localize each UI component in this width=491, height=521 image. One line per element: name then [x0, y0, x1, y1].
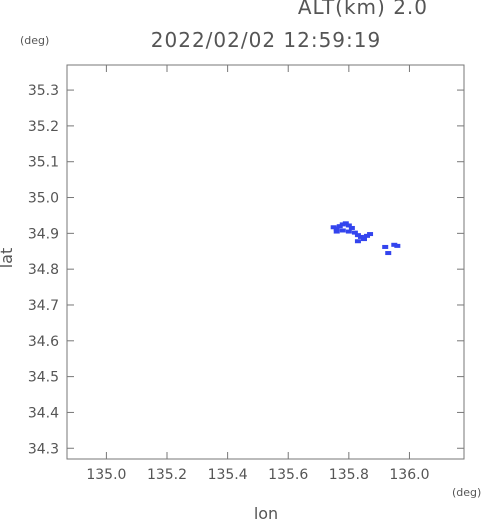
echo-point: [391, 242, 398, 247]
y-tick-label: 34.9: [28, 226, 59, 242]
echo-point: [348, 225, 355, 230]
x-tick-label: 135.2: [147, 467, 187, 483]
y-tick-label: 35.1: [28, 155, 59, 171]
echo-point: [382, 244, 389, 249]
echo-point: [333, 226, 340, 231]
y-tick-label: 34.6: [28, 334, 59, 350]
altitude-label: ALT(km) 2.0: [298, 0, 428, 19]
plot-area: [66, 64, 465, 460]
echo-point: [360, 237, 367, 242]
y-tick-labels: 34.3 34.4 34.5 34.6 34.7 34.8 34.9 35.0 35.1 35.2…: [28, 83, 59, 457]
x-tick-label: 135.6: [268, 467, 308, 483]
y-tick-label: 34.4: [28, 405, 59, 421]
echo-point: [336, 224, 343, 229]
echo-point: [345, 229, 352, 234]
y-tick-label: 34.7: [28, 298, 59, 314]
echo-point: [342, 221, 349, 226]
echo-point: [394, 243, 401, 248]
echo-point: [364, 233, 371, 238]
y-axis-title: lat: [0, 248, 16, 269]
echo-point: [345, 223, 352, 228]
echo-point: [330, 225, 337, 230]
chart-title: 2022/02/02 12:59:19: [151, 28, 381, 52]
echo-point: [357, 234, 364, 239]
echo-points: [330, 221, 401, 256]
y-unit-label: (deg): [20, 34, 49, 47]
echo-point: [367, 232, 374, 237]
x-tick-labels: 135.0 135.2 135.4 135.6 135.8 136.0: [86, 467, 429, 483]
x-tick-label: 135.4: [208, 467, 248, 483]
y-tick-label: 34.8: [28, 262, 59, 278]
y-tick-label: 34.5: [28, 370, 59, 386]
y-tick-label: 35.0: [28, 191, 59, 207]
echo-point: [351, 230, 358, 235]
y-tick-label: 34.3: [28, 441, 59, 457]
y-tick-label: 35.3: [28, 83, 59, 99]
x-tick-label: 136.0: [389, 467, 429, 483]
echo-point: [385, 251, 392, 256]
tick-marks: [67, 65, 464, 459]
x-tick-label: 135.0: [86, 467, 126, 483]
echo-point: [354, 233, 361, 238]
x-tick-label: 135.8: [329, 467, 369, 483]
echo-point: [339, 222, 346, 227]
echo-point: [333, 229, 340, 234]
x-axis-title: lon: [254, 504, 278, 521]
x-unit-label: (deg): [452, 486, 481, 499]
y-tick-label: 35.2: [28, 119, 59, 135]
echo-point: [354, 239, 361, 244]
echo-point: [339, 228, 346, 233]
